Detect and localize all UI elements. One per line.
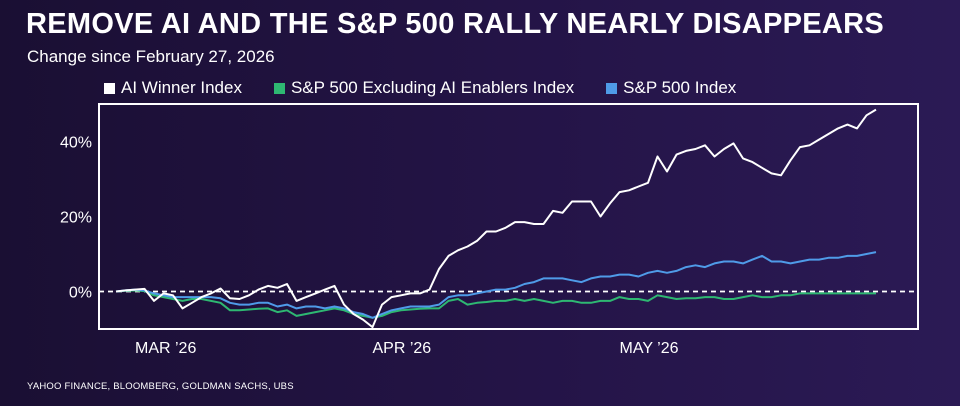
- x-tick-label: MAR ’26: [135, 340, 196, 357]
- legend-item-ai-winner: AI Winner Index: [104, 78, 242, 98]
- chart-subtitle: Change since February 27, 2026: [27, 47, 275, 66]
- y-tick-label: 40%: [60, 135, 92, 152]
- chart-legend: AI Winner Index S&P 500 Excluding AI Ena…: [104, 78, 736, 98]
- legend-swatch-ai-winner: [104, 82, 115, 94]
- y-tick-labels: 0% 20% 40%: [60, 135, 92, 302]
- chart-title: REMOVE AI AND THE S&P 500 RALLY NEARLY D…: [26, 8, 885, 40]
- legend-item-sp500: S&P 500 Index: [606, 78, 736, 98]
- series-lines: [115, 108, 877, 329]
- source-note: YAHOO FINANCE, BLOOMBERG, GOLDMAN SACHS,…: [27, 381, 294, 392]
- legend-label-ai-winner: AI Winner Index: [121, 78, 242, 97]
- series-line-sp500: [115, 251, 877, 319]
- legend-swatch-ex-ai: [273, 82, 285, 94]
- series-line-ai-winner: [115, 108, 877, 329]
- y-tick-label: 0%: [69, 285, 92, 302]
- series-line-ex-ai: [115, 289, 876, 319]
- legend-swatch-sp500: [606, 82, 618, 94]
- x-tick-label: MAY ’26: [620, 340, 679, 357]
- y-tick-label: 20%: [60, 210, 92, 227]
- legend-item-ex-ai: S&P 500 Excluding AI Enablers Index: [273, 78, 575, 98]
- x-tick-label: APR ’26: [373, 340, 432, 357]
- x-tick-labels: MAR ’26 APR ’26 MAY ’26: [135, 340, 679, 357]
- legend-label-ex-ai: S&P 500 Excluding AI Enablers Index: [290, 78, 575, 97]
- plot-frame: [98, 103, 919, 330]
- legend-label-sp500: S&P 500 Index: [623, 78, 737, 97]
